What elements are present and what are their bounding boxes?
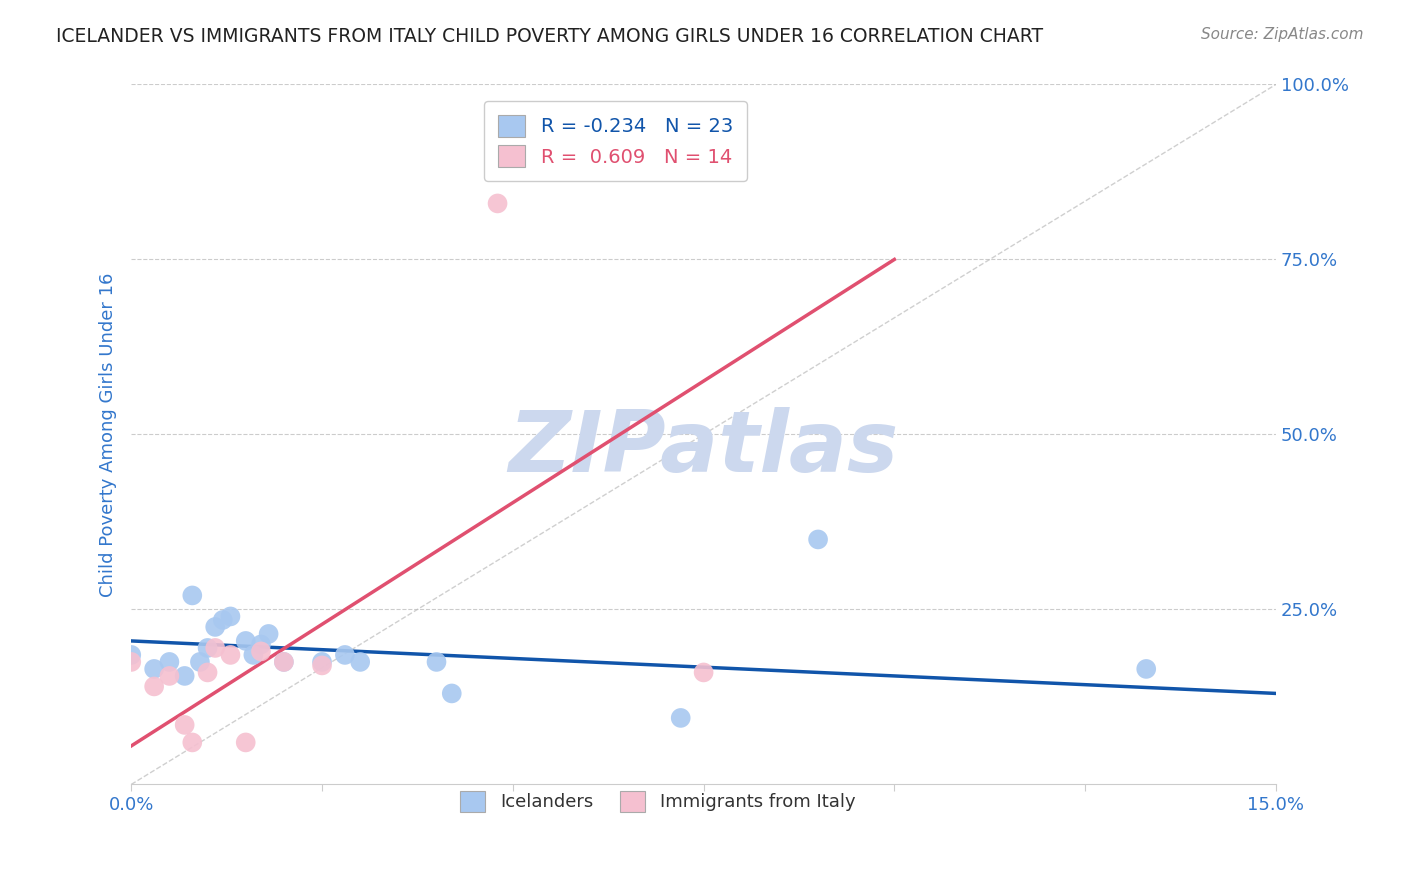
Point bbox=[235, 634, 257, 648]
Text: ICELANDER VS IMMIGRANTS FROM ITALY CHILD POVERTY AMONG GIRLS UNDER 16 CORRELATIO: ICELANDER VS IMMIGRANTS FROM ITALY CHILD… bbox=[56, 27, 1043, 45]
Point bbox=[692, 665, 714, 680]
Point bbox=[173, 718, 195, 732]
Point bbox=[173, 669, 195, 683]
Point bbox=[669, 711, 692, 725]
Point bbox=[349, 655, 371, 669]
Point bbox=[219, 609, 242, 624]
Point bbox=[157, 655, 180, 669]
Point bbox=[807, 533, 830, 547]
Point bbox=[120, 655, 142, 669]
Point bbox=[1135, 662, 1157, 676]
Legend: Icelanders, Immigrants from Italy: Icelanders, Immigrants from Italy bbox=[447, 778, 868, 824]
Point bbox=[188, 655, 211, 669]
Point bbox=[204, 620, 226, 634]
Point bbox=[311, 655, 333, 669]
Point bbox=[440, 686, 463, 700]
Point bbox=[143, 680, 166, 694]
Point bbox=[143, 662, 166, 676]
Point bbox=[157, 669, 180, 683]
Point bbox=[211, 613, 233, 627]
Point bbox=[257, 627, 280, 641]
Point bbox=[273, 655, 295, 669]
Point bbox=[250, 637, 273, 651]
Point bbox=[425, 655, 447, 669]
Y-axis label: Child Poverty Among Girls Under 16: Child Poverty Among Girls Under 16 bbox=[100, 272, 117, 597]
Point bbox=[181, 735, 204, 749]
Point bbox=[197, 640, 219, 655]
Point bbox=[181, 589, 204, 603]
Point bbox=[219, 648, 242, 662]
Point bbox=[250, 644, 273, 658]
Point bbox=[311, 658, 333, 673]
Point bbox=[273, 655, 295, 669]
Text: ZIPatlas: ZIPatlas bbox=[509, 407, 898, 490]
Point bbox=[242, 648, 264, 662]
Point bbox=[333, 648, 356, 662]
Point bbox=[486, 196, 509, 211]
Text: Source: ZipAtlas.com: Source: ZipAtlas.com bbox=[1201, 27, 1364, 42]
Point bbox=[197, 665, 219, 680]
Point bbox=[120, 648, 142, 662]
Point bbox=[204, 640, 226, 655]
Point bbox=[235, 735, 257, 749]
